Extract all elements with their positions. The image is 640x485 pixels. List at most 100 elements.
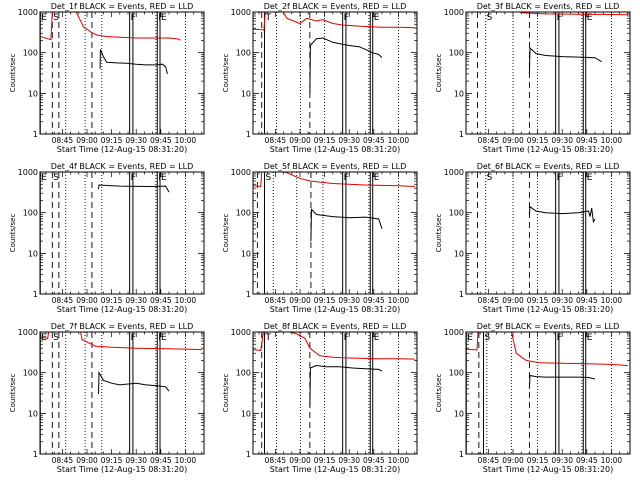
x-tick-label: 09:45 (363, 296, 385, 305)
x-tick-label: 09:15 (314, 136, 336, 145)
panel-5: Det_5f BLACK = Events, RED = LLD 1 10 100 10… (222, 162, 418, 314)
y-tick-label: 1 (33, 450, 38, 459)
event-marker-label: T (264, 333, 271, 343)
event-marker-label: S (265, 173, 271, 183)
y-tick-label: 100 (23, 369, 38, 378)
x-tick-label: 09:00 (502, 296, 524, 305)
y-tick-label: 1000 (18, 328, 38, 337)
y-tick-label: 1000 (231, 168, 251, 177)
y-tick-label: 10 (28, 249, 38, 258)
events-series-line (99, 49, 168, 75)
y-axis-label: Counts/sec (222, 374, 230, 413)
event-marker-label: E (374, 13, 380, 23)
event-marker-label: F (158, 173, 163, 183)
x-tick-label: 09:30 (551, 456, 573, 465)
plot-frame (465, 331, 631, 455)
x-axis-label: Start Time (12-Aug-15 08:31:20) (270, 465, 401, 474)
event-marker-label: F (158, 333, 163, 343)
x-tick-label: 09:15 (527, 456, 549, 465)
plot-frame (252, 171, 418, 295)
lld-series-line (40, 12, 181, 41)
x-tick-label: 09:45 (576, 136, 598, 145)
y-axis-label: Counts/sec (222, 54, 230, 93)
panel-2: Det_2f BLACK = Events, RED = LLD 1 10 100 10… (222, 2, 418, 154)
x-tick-label: 09:00 (502, 136, 524, 145)
x-tick-label: 09:00 (289, 296, 311, 305)
lld-series-line (466, 332, 628, 366)
panel-6: Det_6f BLACK = Events, RED = LLD 1 10 100 10… (435, 162, 631, 314)
panel-title: Det_5f BLACK = Events, RED = LLD (264, 162, 407, 171)
x-tick-label: 09:45 (150, 456, 172, 465)
events-series-line (309, 37, 383, 94)
y-tick-label: 1 (459, 450, 464, 459)
y-axis-label: Counts/sec (9, 54, 17, 93)
event-marker-label: E (587, 333, 593, 343)
panel-title: Det_8f BLACK = Events, RED = LLD (264, 322, 407, 331)
event-marker-label: E (41, 13, 47, 23)
event-marker-label: E (374, 173, 380, 183)
y-tick-label: 1000 (444, 168, 464, 177)
x-tick-label: 09:45 (576, 296, 598, 305)
x-tick-label: 09:00 (502, 456, 524, 465)
y-tick-label: 1000 (444, 328, 464, 337)
x-tick-label: 09:45 (363, 456, 385, 465)
y-tick-label: 1 (246, 290, 251, 299)
x-tick-label: 09:30 (125, 136, 147, 145)
x-tick-label: 10:00 (175, 456, 197, 465)
event-marker-label: S (53, 173, 59, 183)
plot-frame (39, 331, 205, 455)
panel-7: Det_7f BLACK = Events, RED = LLD 1 10 100 10… (9, 322, 205, 474)
y-tick-label: 100 (449, 209, 464, 218)
plot-frame (465, 171, 631, 295)
y-tick-label: 100 (449, 369, 464, 378)
plot-frame (252, 331, 418, 455)
x-tick-label: 10:00 (601, 296, 623, 305)
x-tick-label: 09:45 (150, 136, 172, 145)
y-tick-label: 1 (459, 290, 464, 299)
x-tick-label: 09:30 (338, 136, 360, 145)
panel-title: Det_1f BLACK = Events, RED = LLD (51, 2, 194, 11)
event-marker-label: T (264, 13, 271, 23)
y-tick-label: 1 (33, 290, 38, 299)
x-tick-label: 10:00 (601, 136, 623, 145)
y-tick-label: 100 (236, 209, 251, 218)
y-axis-label: Counts/sec (435, 54, 443, 93)
lld-series-line (40, 332, 202, 351)
panel-3: Det_3f BLACK = Events, RED = LLD 1 10 100 10… (435, 2, 631, 154)
x-axis-label: Start Time (12-Aug-15 08:31:20) (270, 145, 401, 154)
event-marker-label: E (587, 173, 593, 183)
x-tick-label: 10:00 (601, 456, 623, 465)
y-tick-label: 100 (23, 209, 38, 218)
lld-series-line (253, 332, 415, 360)
x-tick-label: 09:15 (527, 296, 549, 305)
x-tick-label: 09:30 (551, 136, 573, 145)
events-series-line (98, 370, 170, 394)
x-tick-label: 08:45 (52, 296, 74, 305)
x-tick-label: 08:45 (478, 136, 500, 145)
panel-1: Det_1f BLACK = Events, RED = LLD 1 10 100 10… (9, 2, 205, 154)
y-tick-label: 100 (449, 49, 464, 58)
x-tick-label: 09:00 (76, 136, 98, 145)
event-marker-label: E (161, 333, 167, 343)
y-tick-label: 1000 (444, 8, 464, 17)
x-tick-label: 09:30 (125, 456, 147, 465)
y-axis-label: Counts/sec (435, 374, 443, 413)
y-tick-label: 10 (241, 89, 251, 98)
lld-series-line (517, 12, 628, 16)
x-tick-label: 08:45 (478, 456, 500, 465)
y-tick-label: 10 (28, 89, 38, 98)
event-marker-label: F (158, 13, 163, 23)
x-tick-label: 10:00 (175, 136, 197, 145)
x-axis-label: Start Time (12-Aug-15 08:31:20) (483, 145, 614, 154)
y-tick-label: 1 (246, 450, 251, 459)
events-series-line (310, 208, 383, 242)
y-tick-label: 1 (246, 130, 251, 139)
y-axis-label: Counts/sec (222, 214, 230, 253)
panel-title: Det_3f BLACK = Events, RED = LLD (477, 2, 620, 11)
x-tick-label: 09:15 (101, 136, 123, 145)
event-marker-label: F (584, 333, 589, 343)
plot-frame (465, 11, 631, 135)
x-tick-label: 09:45 (363, 136, 385, 145)
